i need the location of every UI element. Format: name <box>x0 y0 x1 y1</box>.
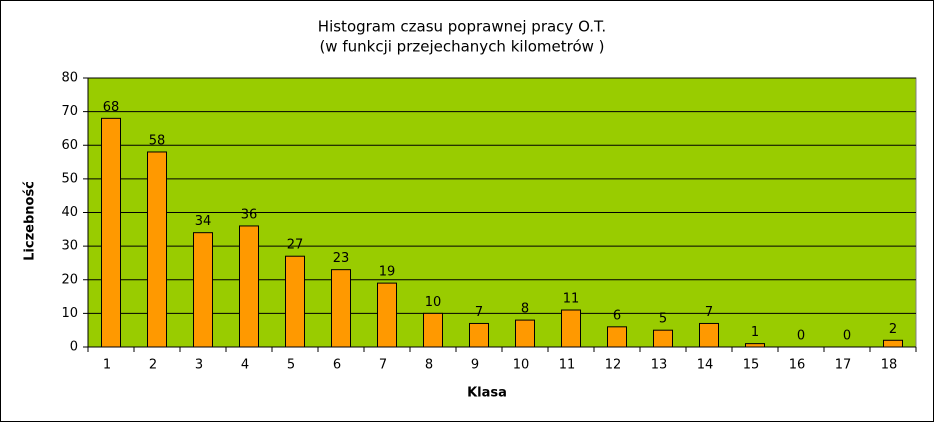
x-tick-label: 4 <box>241 358 249 373</box>
data-label: 68 <box>103 100 120 115</box>
x-tick-label: 5 <box>287 358 295 373</box>
y-tick-label: 20 <box>61 272 78 287</box>
data-label: 19 <box>379 265 396 280</box>
data-label: 5 <box>659 312 667 327</box>
y-tick-label: 80 <box>61 71 78 86</box>
bar <box>469 322 489 348</box>
y-tick-label: 70 <box>61 104 78 119</box>
bar <box>147 151 167 348</box>
bar <box>745 343 765 348</box>
bar <box>101 117 121 348</box>
data-label: 1 <box>751 325 759 340</box>
data-label: 6 <box>613 308 621 323</box>
data-label: 7 <box>475 305 483 320</box>
data-label: 11 <box>563 292 580 307</box>
x-tick-label: 15 <box>743 358 760 373</box>
x-tick-label: 1 <box>103 358 111 373</box>
bar <box>653 329 673 348</box>
bar <box>285 255 305 348</box>
bar <box>239 225 259 348</box>
chart-title: Histogram czasu poprawnej pracy O.T. <box>318 18 606 36</box>
bar <box>423 312 443 348</box>
data-label: 0 <box>843 329 851 344</box>
bar <box>515 319 535 348</box>
x-tick-label: 17 <box>835 358 852 373</box>
x-tick-label: 10 <box>513 358 530 373</box>
data-label: 36 <box>241 207 258 222</box>
data-label: 10 <box>425 295 442 310</box>
bar <box>561 309 581 348</box>
y-tick-label: 50 <box>61 171 78 186</box>
x-tick-label: 9 <box>471 358 479 373</box>
y-axis-label: Liczebność <box>23 181 38 261</box>
y-tick-label: 10 <box>61 306 78 321</box>
data-label: 7 <box>705 305 713 320</box>
bar <box>699 322 719 348</box>
chart-subtitle: (w funkcji przejechanych kilometrów ) <box>319 38 604 56</box>
x-tick-label: 13 <box>651 358 668 373</box>
x-axis-label: Klasa <box>467 386 507 401</box>
y-tick-label: 0 <box>70 340 78 355</box>
data-label: 27 <box>287 238 304 253</box>
x-tick-label: 7 <box>379 358 387 373</box>
bar <box>883 339 903 348</box>
x-tick-label: 8 <box>425 358 433 373</box>
x-tick-label: 3 <box>195 358 203 373</box>
x-tick-label: 16 <box>789 358 806 373</box>
x-tick-label: 18 <box>881 358 898 373</box>
x-tick-label: 6 <box>333 358 341 373</box>
data-label: 2 <box>889 322 897 337</box>
y-tick-label: 60 <box>61 138 78 153</box>
y-tick-label: 30 <box>61 239 78 254</box>
bar <box>193 232 213 348</box>
data-label: 0 <box>797 329 805 344</box>
bar <box>331 269 351 348</box>
bar <box>607 326 627 348</box>
x-tick-label: 12 <box>605 358 622 373</box>
data-label: 8 <box>521 302 529 317</box>
data-label: 23 <box>333 251 350 266</box>
x-tick-label: 11 <box>559 358 576 373</box>
bar <box>377 282 397 348</box>
data-label: 58 <box>149 133 166 148</box>
y-tick-label: 40 <box>61 205 78 220</box>
data-label: 34 <box>195 214 212 229</box>
x-tick-label: 14 <box>697 358 714 373</box>
x-tick-label: 2 <box>149 358 157 373</box>
